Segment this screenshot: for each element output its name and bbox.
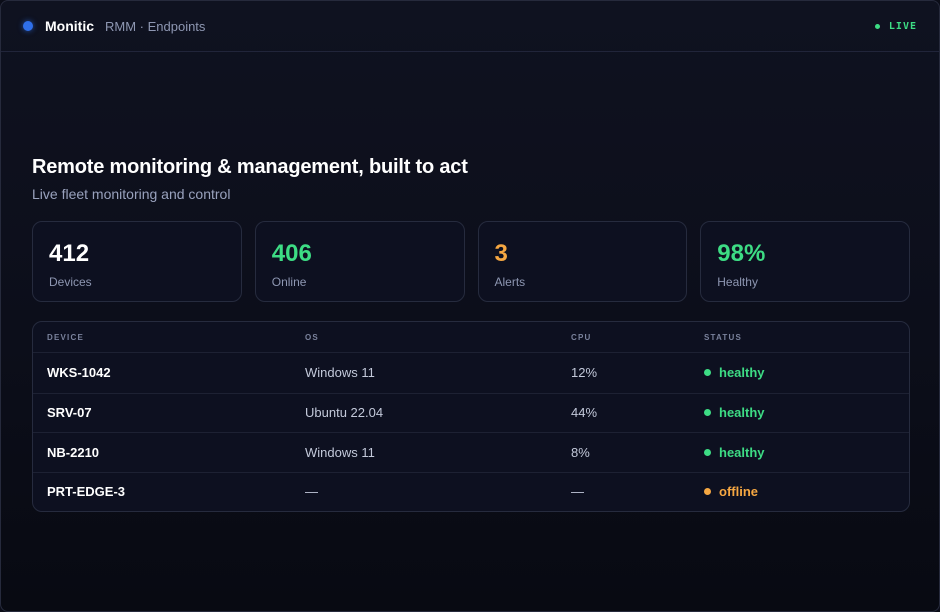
brand-logo-icon bbox=[23, 21, 33, 31]
column-header-status[interactable]: STATUS bbox=[704, 332, 743, 342]
device-status: healthy bbox=[704, 365, 909, 380]
stat-label: Devices bbox=[49, 275, 92, 289]
device-os: — bbox=[305, 484, 318, 500]
status-text: offline bbox=[719, 484, 758, 500]
device-status: healthy bbox=[704, 405, 909, 420]
brand-name[interactable]: Monitic bbox=[45, 18, 94, 34]
stat-value: 406 bbox=[271, 240, 312, 267]
stat-value: 412 bbox=[49, 240, 90, 267]
status-dot-icon bbox=[704, 488, 711, 496]
device-os: Windows 11 bbox=[305, 365, 375, 381]
stat-value: 98% bbox=[717, 240, 766, 267]
stat-label: Online bbox=[271, 275, 307, 289]
device-os: Windows 11 bbox=[305, 444, 375, 460]
table-header-row: DEVICE OS CPU STATUS bbox=[33, 322, 909, 353]
table-row[interactable]: NB-2210 Windows 11 8% healthy bbox=[33, 432, 909, 472]
stat-label: Healthy bbox=[717, 275, 758, 289]
status-dot-icon bbox=[704, 409, 711, 417]
top-bar: Monitic RMM · Endpoints LIVE bbox=[1, 1, 939, 52]
stats-row: 412 Devices 406 Online 3 Alerts 98% Heal… bbox=[32, 221, 910, 302]
live-indicator: LIVE bbox=[874, 20, 917, 32]
device-name: WKS-1042 bbox=[47, 365, 111, 381]
main-content: Remote monitoring & management, built to… bbox=[32, 156, 910, 512]
device-os: Ubuntu 22.04 bbox=[305, 405, 384, 421]
device-status: healthy bbox=[704, 445, 909, 460]
stat-label: Alerts bbox=[494, 275, 526, 289]
device-name: NB-2210 bbox=[47, 444, 100, 460]
status-dot-icon bbox=[704, 448, 711, 456]
devices-table: DEVICE OS CPU STATUS WKS-1042 Windows 11… bbox=[32, 321, 910, 512]
page-title: Remote monitoring & management, built to… bbox=[32, 156, 468, 178]
status-text: healthy bbox=[719, 365, 765, 381]
column-header-cpu[interactable]: CPU bbox=[571, 332, 592, 342]
stat-card-devices[interactable]: 412 Devices bbox=[32, 221, 242, 302]
stat-card-alerts[interactable]: 3 Alerts bbox=[477, 221, 688, 302]
device-status: offline bbox=[704, 484, 909, 499]
table-row[interactable]: WKS-1042 Windows 11 12% healthy bbox=[33, 353, 909, 393]
stat-card-online[interactable]: 406 Online bbox=[254, 221, 465, 302]
status-text: healthy bbox=[719, 444, 765, 460]
table-row[interactable]: PRT-EDGE-3 — — offline bbox=[33, 471, 909, 512]
device-name: PRT-EDGE-3 bbox=[47, 484, 126, 500]
table-row[interactable]: SRV-07 Ubuntu 22.04 44% healthy bbox=[33, 392, 909, 433]
live-dot-icon bbox=[874, 23, 880, 29]
live-label: LIVE bbox=[888, 20, 917, 32]
status-dot-icon bbox=[704, 369, 711, 377]
status-text: healthy bbox=[719, 405, 765, 421]
device-name: SRV-07 bbox=[47, 405, 92, 421]
device-cpu: 44% bbox=[571, 405, 598, 421]
section-breadcrumb: RMM · Endpoints bbox=[105, 18, 206, 34]
device-cpu: 12% bbox=[571, 365, 598, 381]
stat-value: 3 bbox=[494, 240, 508, 267]
device-cpu: — bbox=[571, 484, 584, 500]
device-cpu: 8% bbox=[571, 444, 590, 460]
column-header-os[interactable]: OS bbox=[305, 332, 319, 342]
stat-card-healthy[interactable]: 98% Healthy bbox=[700, 221, 910, 302]
page-subtitle: Live fleet monitoring and control bbox=[32, 186, 231, 202]
column-header-device[interactable]: DEVICE bbox=[47, 332, 84, 342]
